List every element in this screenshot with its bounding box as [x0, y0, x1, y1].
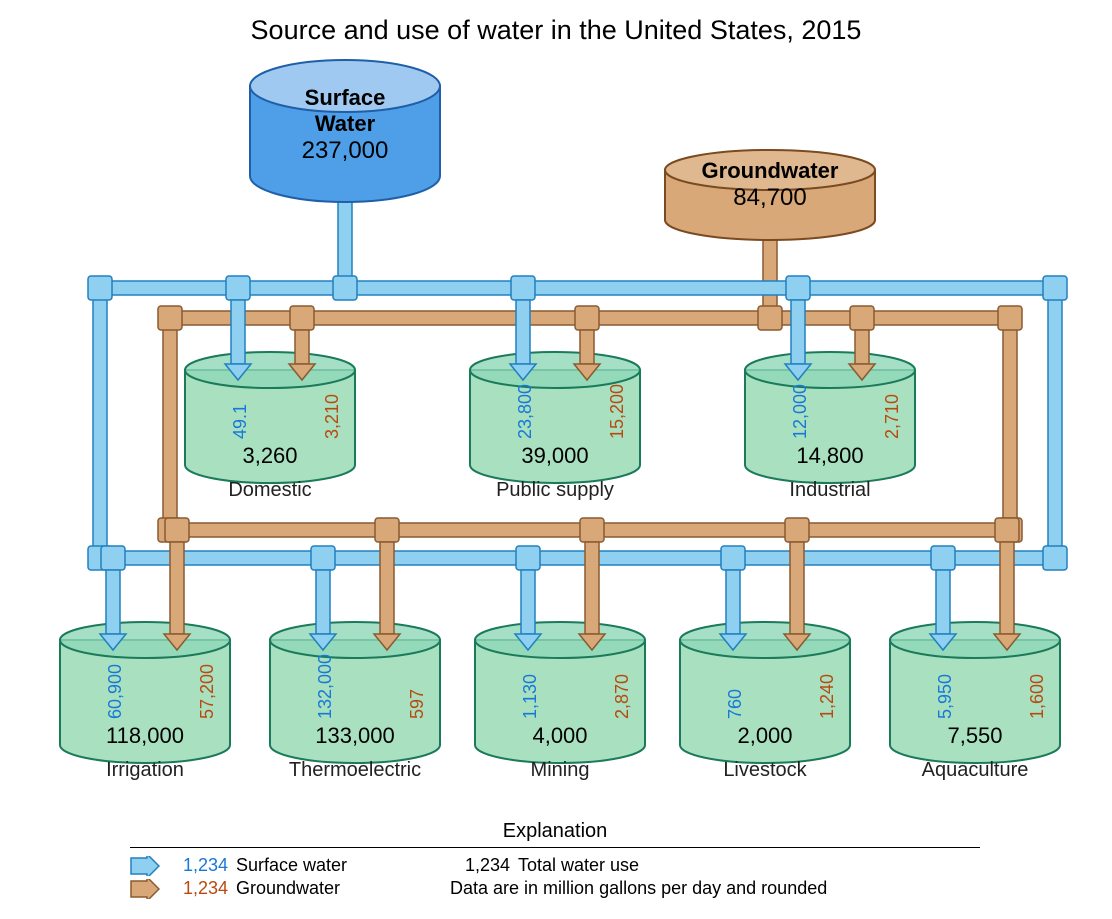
- thermoelectric-total: 133,000: [275, 723, 435, 749]
- legend-divider: [130, 847, 980, 848]
- public-total: 39,000: [475, 443, 635, 469]
- public-surface-flow: 23,800: [515, 384, 536, 439]
- aquaculture-total: 7,550: [895, 723, 1055, 749]
- irrigation-total: 118,000: [65, 723, 225, 749]
- domestic-name: Domestic: [180, 479, 360, 502]
- mining-name: Mining: [470, 759, 650, 782]
- thermoelectric-surface-flow: 132,000: [315, 654, 336, 719]
- legend-total-label: Total water use: [518, 854, 639, 877]
- ground-source-label: Groundwater84,700: [670, 158, 870, 212]
- mining-surface-flow: 1,130: [520, 674, 541, 719]
- domestic-ground-flow: 3,210: [322, 394, 343, 439]
- irrigation-name: Irrigation: [55, 759, 235, 782]
- legend-surface-label: Surface water: [236, 854, 347, 877]
- aquaculture-surface-flow: 5,950: [935, 674, 956, 719]
- livestock-total: 2,000: [685, 723, 845, 749]
- legend-ground-arrow-icon: [130, 879, 160, 899]
- legend-title: Explanation: [130, 820, 980, 843]
- legend-ground-label: Groundwater: [236, 877, 340, 900]
- livestock-name: Livestock: [675, 759, 855, 782]
- legend-surface-sample: 1,234: [168, 854, 228, 877]
- irrigation-surface-flow: 60,900: [105, 664, 126, 719]
- thermoelectric-ground-flow: 597: [407, 689, 428, 719]
- industrial-total: 14,800: [750, 443, 910, 469]
- industrial-surface-flow: 12,000: [790, 384, 811, 439]
- domestic-total: 3,260: [190, 443, 350, 469]
- legend-ground-sample: 1,234: [168, 877, 228, 900]
- legend-surface-arrow-icon: [130, 856, 160, 876]
- mining-ground-flow: 2,870: [612, 674, 633, 719]
- livestock-surface-flow: 760: [725, 689, 746, 719]
- public-name: Public supply: [465, 479, 645, 502]
- livestock-ground-flow: 1,240: [817, 674, 838, 719]
- legend-total-sample: 1,234: [450, 854, 510, 877]
- legend: Explanation 1,234 Surface water 1,234 To…: [130, 820, 980, 901]
- legend-note: Data are in million gallons per day and …: [450, 877, 827, 900]
- irrigation-ground-flow: 57,200: [197, 664, 218, 719]
- industrial-name: Industrial: [740, 479, 920, 502]
- industrial-ground-flow: 2,710: [882, 394, 903, 439]
- surface-source-label: SurfaceWater237,000: [255, 85, 435, 165]
- public-ground-flow: 15,200: [607, 384, 628, 439]
- mining-total: 4,000: [480, 723, 640, 749]
- thermoelectric-name: Thermoelectric: [265, 759, 445, 782]
- aquaculture-name: Aquaculture: [885, 759, 1065, 782]
- aquaculture-ground-flow: 1,600: [1027, 674, 1048, 719]
- domestic-surface-flow: 49.1: [230, 404, 251, 439]
